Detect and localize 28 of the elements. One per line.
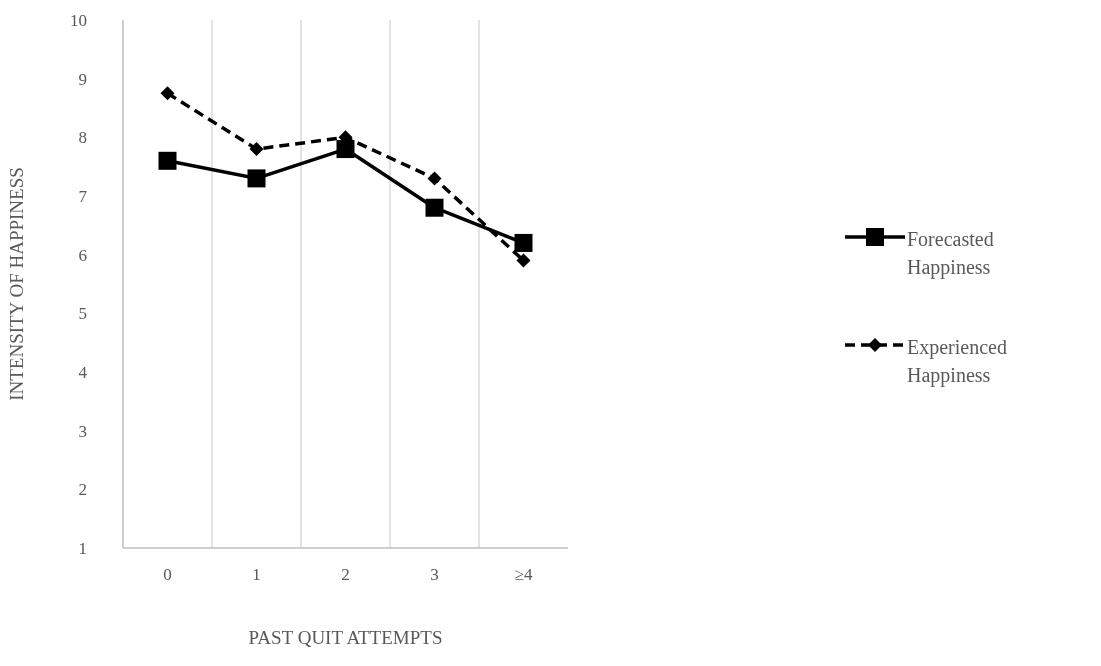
y-tick-label: 8 [78,128,87,148]
x-tick-label: 1 [252,565,261,585]
x-tick-label: 0 [163,565,172,585]
y-tick-label: 10 [70,11,87,31]
point [427,171,442,186]
point [336,140,355,159]
point [158,151,177,170]
legend-label: Forecasted Happiness [907,227,995,281]
y-tick-label: 2 [78,480,87,500]
x-tick-label: ≥4 [514,565,533,585]
x-tick-label: 3 [430,565,439,585]
point [516,253,531,268]
point [514,233,533,252]
point [247,169,266,188]
y-tick-label: 1 [78,539,87,559]
point [160,86,175,101]
point [425,198,444,217]
point [249,142,264,157]
y-tick-label: 9 [78,69,87,89]
y-tick-label: 6 [78,245,87,265]
x-tick-label: 2 [341,565,350,585]
x-axis-title: PAST QUIT ATTEMPTS [248,627,443,648]
y-tick-label: 4 [78,363,88,383]
legend-label: Experienced Happiness [907,335,1008,389]
y-tick-label: 3 [78,421,87,441]
y-tick-label: 5 [78,304,87,324]
y-tick-label: 7 [78,187,88,207]
y-axis-title: INTENSITY OF HAPPINESS [5,167,27,401]
